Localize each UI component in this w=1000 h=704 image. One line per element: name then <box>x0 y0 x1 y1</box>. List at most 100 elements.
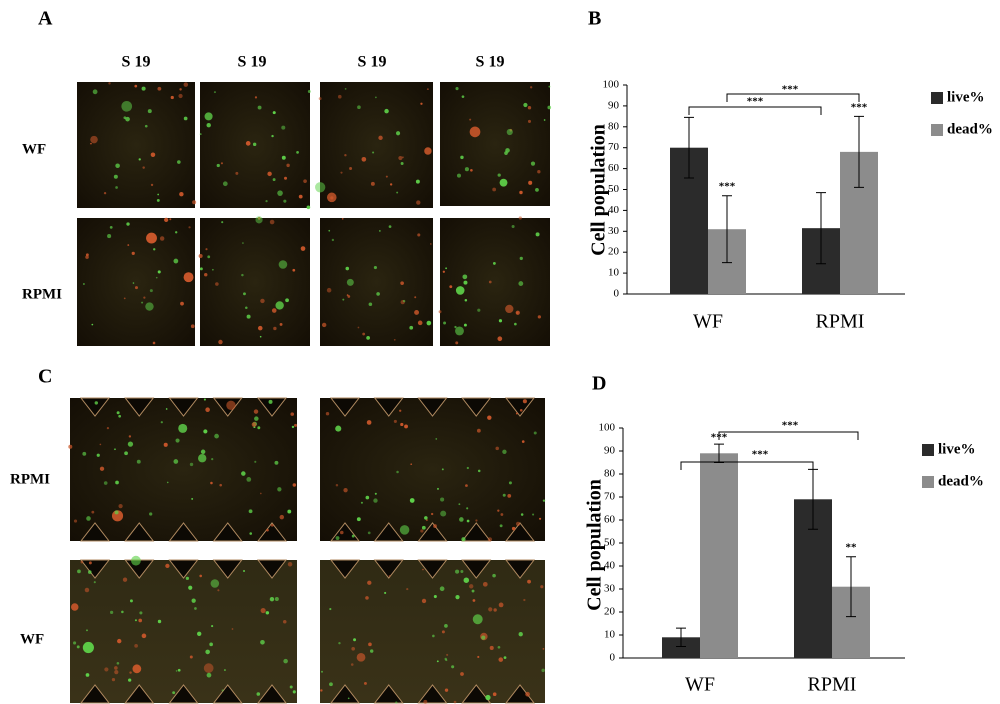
fluorescence-spot <box>188 585 193 590</box>
fluorescence-spot <box>127 244 130 246</box>
fluorescence-spot <box>462 274 468 280</box>
fluorescence-spot <box>169 218 172 221</box>
fluorescence-spot <box>527 119 532 123</box>
fluorescence-spot <box>115 480 119 485</box>
fluorescence-spot <box>415 179 420 184</box>
fluorescence-spot <box>106 426 110 430</box>
fluorescence-spot <box>268 399 273 404</box>
fluorescence-spot <box>337 94 342 99</box>
fluorescence-spot <box>80 560 84 564</box>
fluorescence-spot <box>252 142 257 147</box>
y-tick-label: 90 <box>608 99 620 111</box>
fluorescence-spot <box>426 320 432 326</box>
fluorescence-spot <box>440 497 445 502</box>
fluorescence-spot <box>122 577 128 582</box>
fluorescence-spot <box>114 669 119 675</box>
fluorescence-spot <box>85 253 89 257</box>
fluorescence-spot <box>207 255 211 259</box>
fluorescence-spot <box>518 216 522 220</box>
fluorescence-spot <box>372 151 375 154</box>
channel-pillar <box>504 559 536 579</box>
fluorescence-spot <box>246 477 252 482</box>
fluorescence-spot <box>257 105 262 110</box>
fluorescence-spot <box>155 276 158 279</box>
fluorescence-spot <box>271 134 274 138</box>
fluorescence-spot <box>190 324 195 329</box>
fluorescence-spot <box>489 645 494 650</box>
fluorescence-spot <box>209 642 213 647</box>
fluorescence-spot <box>265 611 270 615</box>
fluorescence-spot <box>298 194 303 199</box>
fluorescence-spot <box>384 591 387 595</box>
fluorescence-spot <box>482 581 488 587</box>
fluorescence-spot <box>255 216 263 224</box>
fluorescence-spot <box>409 325 414 330</box>
y-tick-label: 50 <box>608 183 620 195</box>
fluorescence-spot <box>139 611 143 615</box>
fluorescence-spot <box>374 492 377 495</box>
fluorescence-spot <box>73 641 77 645</box>
channel-pillar <box>373 559 404 579</box>
fluorescence-spot <box>456 173 462 178</box>
fluorescence-spot <box>166 481 169 484</box>
panel-label: A <box>38 8 53 30</box>
fluorescence-spot <box>180 301 184 306</box>
micrograph <box>440 82 550 206</box>
fluorescence-spot <box>542 648 545 650</box>
fluorescence-spot <box>243 569 246 572</box>
fluorescence-spot <box>99 466 105 471</box>
fluorescence-spot <box>260 607 266 614</box>
fluorescence-spot <box>126 222 130 226</box>
fluorescence-spot <box>224 669 226 671</box>
fluorescence-spot <box>281 155 286 160</box>
fluorescence-spot <box>395 131 401 136</box>
fluorescence-spot <box>177 160 181 164</box>
error-bar <box>846 556 856 618</box>
fluorescence-spot <box>353 638 357 642</box>
y-tick-label: 10 <box>608 267 620 279</box>
fluorescence-spot <box>269 596 275 602</box>
fluorescence-spot <box>461 95 465 99</box>
fluorescence-spot <box>134 619 137 622</box>
fluorescence-spot <box>277 487 282 492</box>
fluorescence-spot <box>113 174 118 179</box>
fluorescence-spot <box>388 575 391 577</box>
fluorescence-spot <box>477 469 481 473</box>
fluorescence-spot <box>393 419 397 423</box>
channel-pillar <box>461 397 492 417</box>
fluorescence-spot <box>477 308 481 312</box>
fluorescence-spot <box>153 248 156 251</box>
fluorescence-spot <box>150 152 156 158</box>
fluorescence-spot <box>424 516 428 520</box>
fluorescence-spot <box>127 441 134 447</box>
y-tick-label: 100 <box>603 79 620 91</box>
fluorescence-spot <box>368 642 372 647</box>
fluorescence-spot <box>203 663 214 673</box>
fluorescence-spot <box>279 514 285 520</box>
fluorescence-spot <box>292 690 296 694</box>
y-tick-label: 80 <box>604 468 616 480</box>
fluorescence-spot <box>315 182 326 193</box>
fluorescence-spot <box>253 409 259 414</box>
fluorescence-spot <box>116 411 120 415</box>
fluorescence-spot <box>243 292 246 296</box>
significance-bracket <box>680 461 814 470</box>
fluorescence-spot <box>399 525 410 535</box>
channel-pillar <box>373 522 404 542</box>
fluorescence-spot <box>365 596 369 600</box>
fluorescence-spot <box>373 498 378 503</box>
x-tick-label: WF <box>693 311 723 333</box>
fluorescence-spot <box>543 119 546 121</box>
fluorescence-spot <box>267 171 272 177</box>
fluorescence-spot <box>402 299 406 303</box>
fluorescence-spot <box>520 513 524 516</box>
channel-pillar <box>256 397 288 417</box>
fluorescence-spot <box>136 459 141 464</box>
significance-label: *** <box>747 96 764 108</box>
fluorescence-spot <box>440 510 447 517</box>
fluorescence-spot <box>433 594 437 599</box>
x-tick-label: RPMI <box>816 311 865 333</box>
error-bar <box>676 627 686 647</box>
fluorescence-spot <box>251 422 257 427</box>
fluorescence-spot <box>414 309 420 315</box>
